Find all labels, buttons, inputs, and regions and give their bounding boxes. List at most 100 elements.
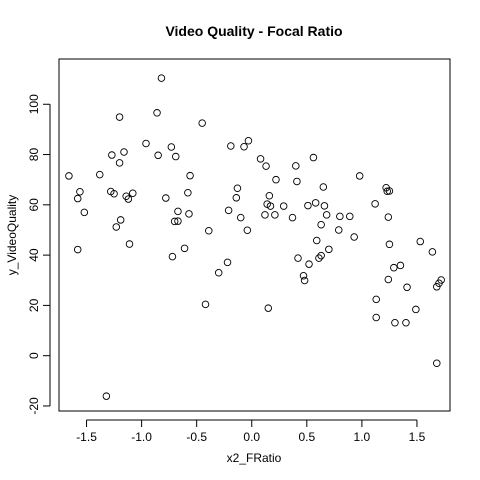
x-tick-label: -1.5 [76,430,97,444]
data-point [73,245,82,254]
data-point [300,276,309,285]
data-point [185,210,193,218]
data-point [271,211,279,219]
data-point [256,155,265,163]
y-tick-label: 60 [27,198,41,212]
data-point [265,192,274,200]
data-point [162,194,170,202]
data-point [371,200,379,208]
y-axis: -20 0 20 40 60 80 100 [27,94,51,415]
y-tick-label: 0 [27,352,41,359]
data-point [288,213,297,222]
x-tick-label: 1.5 [409,430,426,444]
data-point [262,162,270,170]
data-point [304,201,312,210]
data-point [266,202,275,210]
data-point [115,113,124,121]
data-points [65,74,445,400]
x-axis: -1.5 -1.0 -0.5 0.0 0.5 1.0 1.5 [76,419,426,444]
x-tick-label: 0.5 [298,430,315,444]
data-point [322,211,331,219]
y-tick-label: 80 [27,148,41,162]
data-point [396,261,405,270]
data-point [232,194,241,202]
data-point [385,240,394,249]
data-point [244,136,253,145]
data-point [157,74,166,82]
data-point [261,211,269,219]
y-tick-label: -20 [27,397,41,415]
data-point [124,195,133,203]
data-point [272,175,280,184]
data-point [180,244,189,253]
data-point [299,271,308,280]
data-point [385,187,394,195]
x-axis-label: x2_FRatio [227,451,282,465]
data-point [372,313,380,322]
data-point [65,172,73,180]
data-point [80,208,89,217]
data-point [336,212,344,221]
data-point [317,251,325,260]
data-point [384,213,393,221]
data-point [236,213,245,222]
data-point [243,226,252,234]
data-point [227,142,235,150]
y-axis-label: y_VideoQuality [5,195,19,276]
data-point [214,268,223,277]
data-point [292,162,300,170]
data-point [428,248,437,256]
data-point [355,172,364,180]
data-point [335,226,343,234]
data-point [293,177,301,186]
data-point [125,240,134,248]
data-point [315,254,323,262]
data-point [171,152,180,161]
data-point [168,252,177,261]
data-point [433,359,441,367]
data-point [294,254,302,262]
data-point [223,258,232,267]
y-tick-label: 40 [27,248,41,262]
data-point [383,187,391,196]
data-point [102,392,111,400]
data-point [73,194,82,203]
x-tick-label: -1.0 [131,430,152,444]
data-point [186,171,194,180]
x-tick-label: 0.0 [243,430,260,444]
data-point [240,142,248,151]
data-point [116,216,125,224]
data-point [264,304,273,312]
data-point [205,226,213,235]
data-point [403,283,411,292]
data-point [305,260,313,268]
y-tick-label: 20 [27,298,41,312]
data-point [115,159,124,167]
data-point [153,109,161,117]
data-point [279,202,288,210]
data-point [154,151,162,160]
x-tick-label: -0.5 [186,430,207,444]
data-point [110,190,118,198]
data-point [350,233,358,241]
data-point [372,295,380,304]
chart-title: Video Quality - Focal Ratio [165,23,342,39]
data-point [112,223,121,231]
data-point [174,217,182,225]
data-point [184,189,192,197]
data-point [412,305,420,314]
data-point [325,245,333,254]
data-point [167,143,176,151]
data-point [198,119,206,127]
data-point [224,206,233,215]
data-point [416,237,425,246]
data-point [437,276,445,284]
data-point [201,300,210,309]
data-point [346,212,354,221]
data-point [129,189,137,198]
data-point [317,220,325,229]
data-point [384,275,393,284]
data-point [142,139,150,148]
